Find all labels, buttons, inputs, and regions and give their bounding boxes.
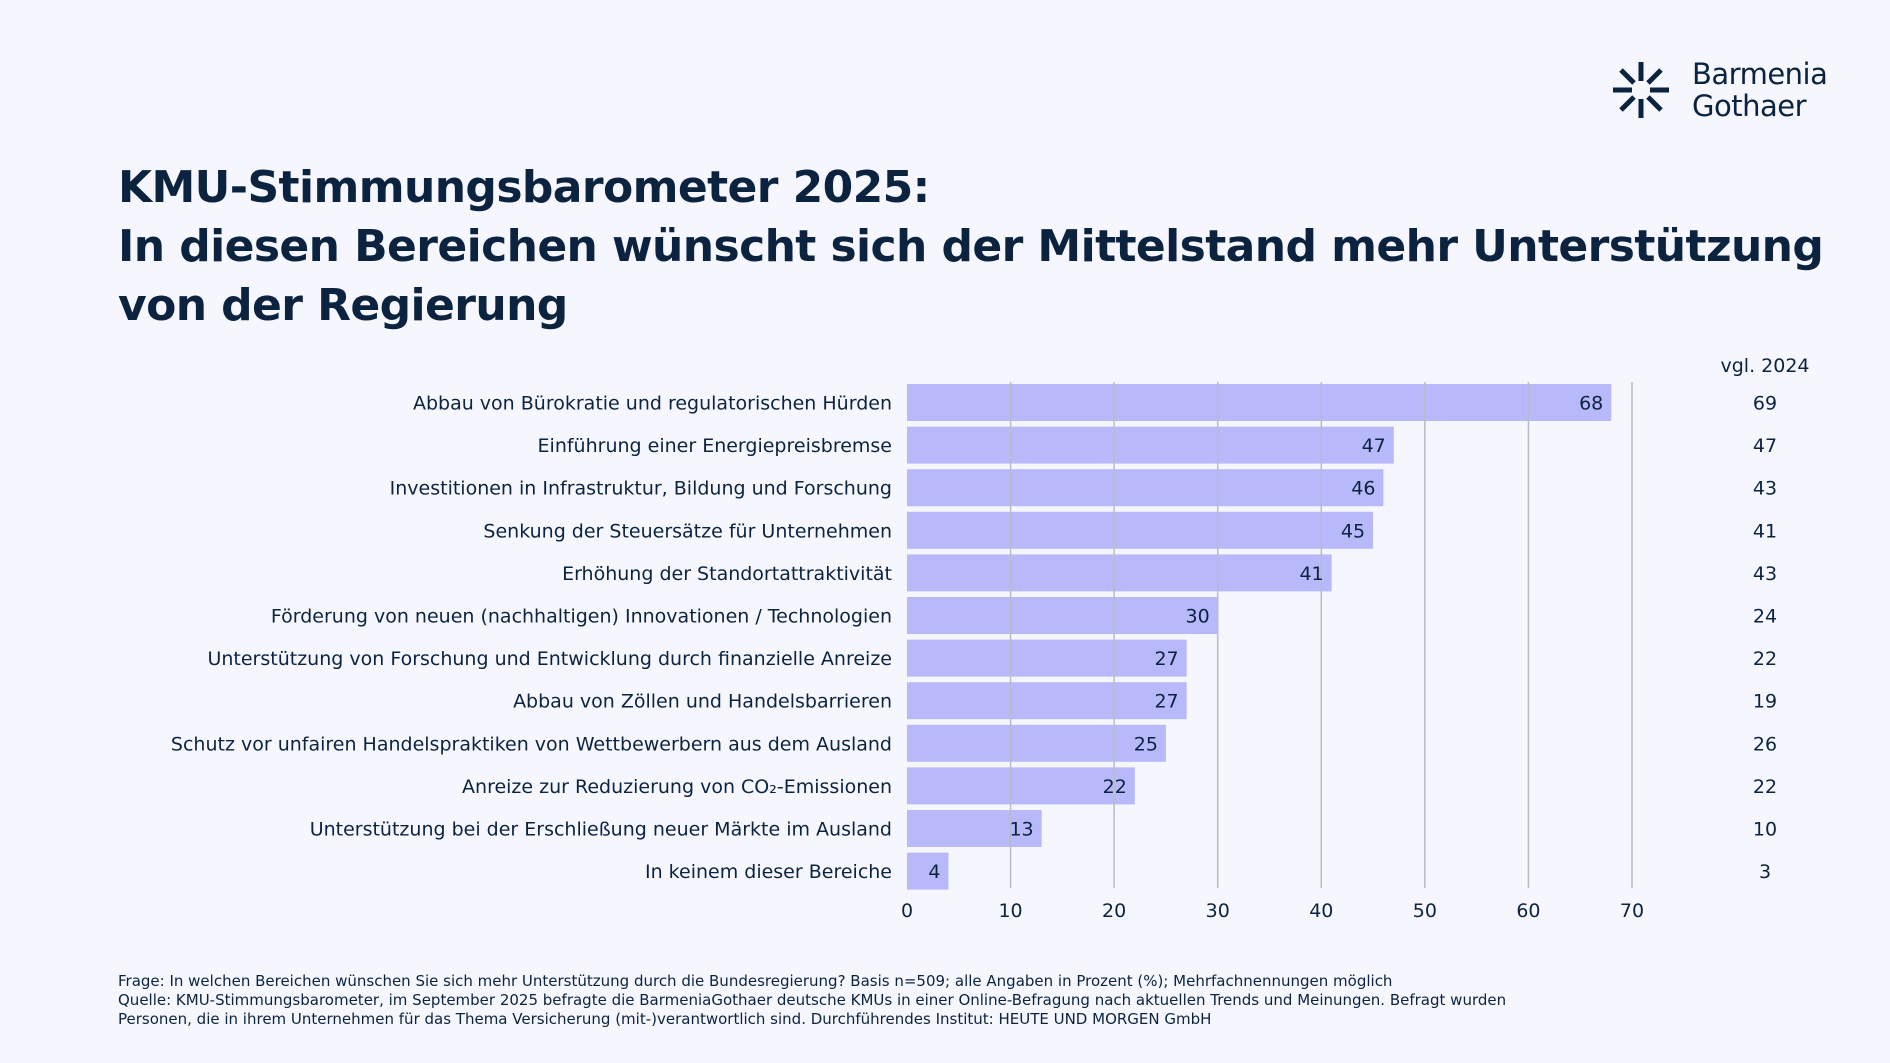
starburst-logo-icon — [1613, 62, 1669, 118]
comparison-value: 24 — [1753, 606, 1777, 628]
bar-chart: Abbau von Bürokratie und regulatorischen… — [171, 355, 1810, 922]
comparison-value: 10 — [1753, 819, 1777, 841]
bar — [907, 639, 1187, 677]
bar — [907, 682, 1187, 720]
comparison-value: 41 — [1753, 520, 1777, 542]
footnote-source: Quelle: KMU-Stimmungsbarometer, im Septe… — [118, 991, 1507, 1009]
data-label: 68 — [1579, 393, 1603, 415]
comparison-value: 26 — [1753, 733, 1777, 755]
bar — [907, 469, 1384, 507]
bar — [907, 554, 1332, 592]
x-tick-label: 30 — [1206, 900, 1230, 922]
bar — [907, 426, 1394, 464]
data-label: 46 — [1351, 478, 1375, 500]
comparison-value: 47 — [1753, 435, 1777, 457]
title-line-2: In diesen Bereichen wünscht sich der Mit… — [118, 221, 1824, 272]
data-label: 47 — [1362, 435, 1386, 457]
bar — [907, 384, 1612, 421]
category-label: Einführung einer Energiepreisbremse — [538, 435, 892, 457]
data-label: 41 — [1299, 563, 1323, 585]
bar — [907, 810, 1042, 847]
category-label: Unterstützung von Forschung und Entwickl… — [207, 648, 892, 670]
category-label: Abbau von Bürokratie und regulatorischen… — [413, 393, 892, 415]
data-label: 22 — [1103, 776, 1127, 798]
x-tick-label: 50 — [1413, 900, 1437, 922]
x-tick-label: 70 — [1620, 900, 1644, 922]
bar — [907, 767, 1135, 805]
footnote-source-cont: Personen, die in ihrem Unternehmen für d… — [118, 1010, 1212, 1028]
brand-line-1: Barmenia — [1692, 57, 1828, 91]
category-label: Schutz vor unfairen Handelspraktiken von… — [171, 733, 892, 755]
comparison-value: 22 — [1753, 648, 1777, 670]
data-label: 27 — [1154, 691, 1178, 713]
comparison-value: 19 — [1753, 691, 1777, 713]
comparison-value: 43 — [1753, 563, 1777, 585]
footnote-question: Frage: In welchen Bereichen wünschen Sie… — [118, 972, 1393, 990]
x-tick-label: 60 — [1516, 900, 1540, 922]
data-label: 45 — [1341, 520, 1365, 542]
comparison-value: 3 — [1759, 861, 1771, 883]
brand-name: Barmenia Gothaer — [1692, 57, 1828, 123]
footnote: Frage: In welchen Bereichen wünschen Sie… — [118, 972, 1798, 1029]
category-label: In keinem dieser Bereiche — [645, 861, 892, 883]
x-tick-label: 40 — [1309, 900, 1333, 922]
brand-logo: Barmenia Gothaer — [1610, 57, 1828, 123]
data-label: 27 — [1154, 648, 1178, 670]
bar — [907, 852, 949, 890]
bar — [907, 597, 1218, 634]
data-label: 4 — [928, 861, 940, 883]
x-tick-label: 0 — [901, 900, 913, 922]
comparison-header: vgl. 2024 — [1720, 355, 1809, 377]
category-label: Investitionen in Infrastruktur, Bildung … — [390, 478, 892, 500]
data-label: 30 — [1186, 606, 1210, 628]
category-label: Abbau von Zöllen und Handelsbarrieren — [513, 691, 892, 713]
x-tick-label: 20 — [1102, 900, 1126, 922]
comparison-value: 22 — [1753, 776, 1777, 798]
brand-line-2: Gothaer — [1692, 89, 1807, 123]
bar — [907, 511, 1374, 549]
category-label: Unterstützung bei der Erschließung neuer… — [310, 819, 892, 841]
category-label: Anreize zur Reduzierung von CO₂-Emission… — [462, 776, 892, 798]
bar — [907, 724, 1166, 762]
data-label: 25 — [1134, 733, 1158, 755]
x-tick-label: 10 — [998, 900, 1022, 922]
comparison-value: 43 — [1753, 478, 1777, 500]
page-title: KMU-Stimmungsbarometer 2025: In diesen B… — [118, 158, 1824, 335]
category-label: Erhöhung der Standortattraktivität — [562, 563, 892, 585]
title-line-3: von der Regierung — [118, 280, 568, 331]
title-line-1: KMU-Stimmungsbarometer 2025: — [118, 162, 930, 213]
category-label: Senkung der Steuersätze für Unternehmen — [483, 520, 892, 542]
category-label: Förderung von neuen (nachhaltigen) Innov… — [271, 606, 892, 628]
data-label: 13 — [1009, 819, 1033, 841]
comparison-value: 69 — [1753, 393, 1777, 415]
